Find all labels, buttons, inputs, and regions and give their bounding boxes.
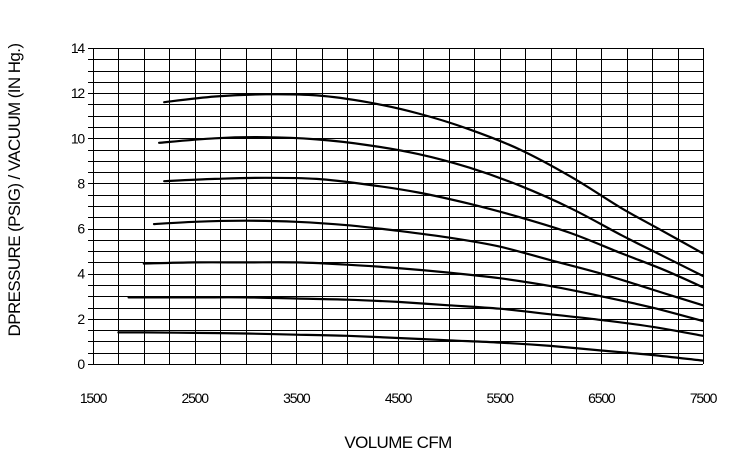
x-tick-label: 3500 [283, 390, 311, 406]
x-tick-label: 6500 [588, 390, 616, 406]
y-tick-label: 8 [77, 175, 85, 191]
series-line-3 [163, 176, 705, 289]
grid [88, 48, 704, 365]
series-line-6 [127, 296, 705, 337]
y-tick-label: 14 [71, 40, 86, 56]
x-tick-label: 5500 [486, 390, 514, 406]
series-line-7 [117, 331, 705, 362]
y-tick-label: 4 [77, 266, 85, 282]
x-tick-label: 4500 [385, 390, 413, 406]
x-tick-label: 2500 [181, 390, 209, 406]
x-tick-labels: 1500 2500 3500 4500 5500 6500 7500 [80, 390, 719, 406]
series-line-2 [158, 136, 705, 278]
y-tick-label: 12 [71, 85, 86, 101]
series-line-4 [152, 219, 705, 307]
series-curves [117, 93, 705, 362]
x-tick-label: 7500 [690, 390, 718, 406]
x-axis-label: VOLUME CFM [344, 433, 451, 452]
y-tick-labels: 0 2 4 6 8 10 12 14 [71, 40, 87, 372]
y-tick-label: 2 [77, 311, 85, 327]
y-axis-label: DPRESSURE (PSIG) / VACUUM (IN Hg.) [5, 44, 24, 337]
x-tick-label: 1500 [80, 390, 108, 406]
y-tick-label: 10 [71, 130, 86, 146]
y-tick-label: 6 [77, 221, 85, 237]
series-line-1 [163, 93, 705, 255]
y-tick-label: 0 [77, 356, 85, 372]
series-line-5 [142, 261, 705, 323]
